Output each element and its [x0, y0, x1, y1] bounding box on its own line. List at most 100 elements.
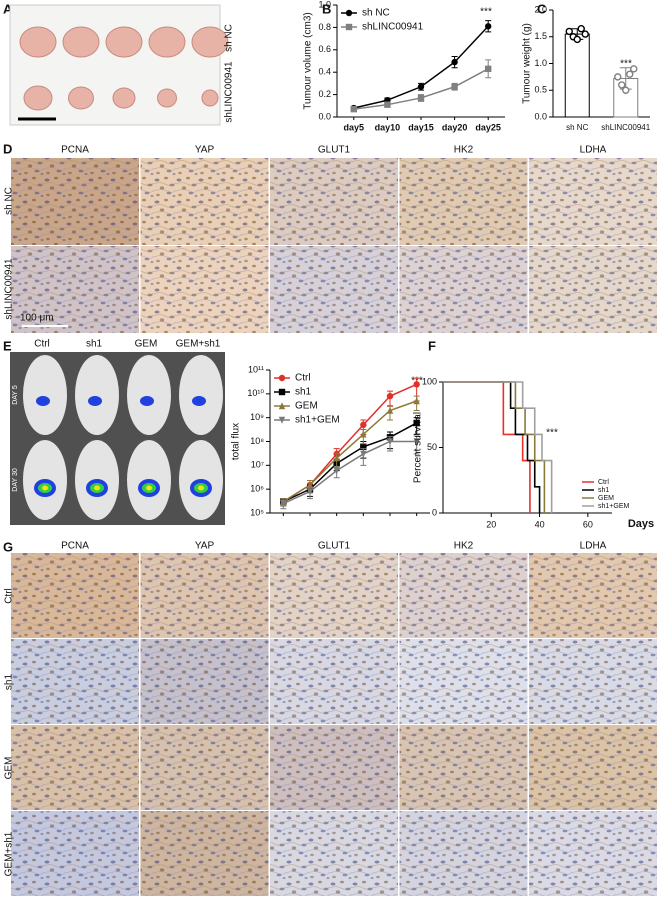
tumor: [19, 26, 57, 58]
micrograph-texture: [529, 639, 657, 724]
point: [280, 500, 287, 508]
survival-curve: [443, 381, 541, 513]
data-point: [565, 27, 573, 36]
signal: [42, 485, 48, 491]
signal: [146, 485, 152, 491]
y-tick-label: 10¹⁰: [247, 388, 264, 398]
micrograph-texture: [399, 725, 528, 810]
y-tick-label: 0.0: [534, 111, 547, 121]
point: [386, 438, 394, 446]
point: [360, 421, 367, 429]
y-tick-label: 10⁶: [250, 484, 264, 494]
legend-label: sh1: [598, 487, 609, 494]
point: [360, 450, 367, 458]
point: [485, 23, 492, 30]
x-tick-label: 20: [486, 519, 496, 529]
point: [451, 83, 458, 90]
y-tick-label: 10⁹: [250, 412, 264, 422]
point: [386, 392, 394, 400]
x-tick-label: day15: [408, 122, 434, 132]
micrograph-texture: [140, 158, 269, 245]
column-label: Ctrl: [34, 339, 50, 350]
annotation: ***: [620, 59, 632, 70]
tumor: [68, 86, 94, 110]
column-label: GEM: [135, 339, 158, 350]
survival-curve: [443, 381, 553, 513]
signal: [94, 485, 100, 491]
legend-marker: [278, 416, 286, 424]
data-point: [622, 86, 630, 94]
y-tick-label: 1.5: [534, 31, 547, 41]
y-tick-label: 10⁷: [251, 460, 264, 470]
micrograph-texture: [270, 553, 398, 638]
row-label: DAY 30: [12, 468, 19, 492]
panel-label: G: [3, 539, 13, 554]
point: [451, 58, 458, 66]
column-label: GEM+sh1: [176, 339, 221, 350]
point: [413, 381, 420, 388]
legend-label: sh1+GEM: [598, 503, 629, 510]
legend-marker: [278, 402, 286, 410]
tumor: [23, 85, 53, 111]
row-label: GEM+sh1: [4, 831, 15, 876]
data-point: [626, 70, 634, 78]
column-label: YAP: [195, 145, 215, 156]
mouse: [23, 355, 67, 435]
column-label: LDHA: [580, 541, 607, 552]
y-tick-label: 0: [432, 507, 437, 517]
y-tick-label: 50: [427, 442, 437, 452]
y-axis-label: Tumour weight (g): [522, 23, 533, 104]
point: [485, 65, 492, 73]
micrograph-texture: [270, 811, 398, 896]
row-label: shLINC00941: [4, 258, 15, 320]
data-point: [577, 25, 585, 33]
y-tick-label: 10⁸: [250, 436, 264, 446]
y-tick-label: 0.2: [318, 89, 331, 99]
point: [306, 488, 314, 496]
x-tick-label: sh NC: [566, 123, 588, 132]
tumor: [191, 26, 229, 58]
signal: [140, 396, 154, 406]
y-tick-label: 100: [422, 376, 437, 386]
legend-label: sh1+GEM: [295, 415, 340, 426]
x-axis-label: Days: [628, 518, 654, 530]
data-point: [614, 73, 622, 81]
panel-label: C: [537, 1, 547, 16]
panel-label: B: [322, 1, 331, 16]
column-label: sh1: [86, 339, 103, 350]
x-tick-label: 60: [583, 519, 593, 529]
point: [360, 430, 367, 438]
mouse: [127, 355, 171, 435]
line: [282, 400, 417, 503]
micrograph-texture: [270, 639, 398, 724]
column-label: PCNA: [61, 145, 89, 156]
micrograph-texture: [529, 553, 657, 638]
point: [333, 454, 340, 462]
point: [350, 105, 357, 113]
panel-label: E: [3, 338, 12, 353]
survival-curve: [443, 381, 546, 513]
micrograph-texture: [270, 158, 398, 245]
signal: [198, 485, 204, 491]
x-tick-label: day5: [344, 122, 365, 132]
micrograph-texture: [399, 246, 528, 333]
micrograph-texture: [11, 811, 139, 896]
panel-label: F: [428, 338, 436, 353]
micrograph-texture: [140, 725, 269, 810]
tumor: [148, 26, 186, 58]
column-label: LDHA: [580, 145, 607, 156]
point: [306, 481, 314, 489]
y-axis-label: Percent survival: [413, 412, 424, 483]
row-label: sh NC: [4, 187, 15, 215]
micrograph-texture: [140, 811, 269, 896]
column-label: PCNA: [61, 541, 89, 552]
micrograph-texture: [399, 639, 528, 724]
mouse: [179, 355, 223, 435]
y-tick-label: 10⁵: [250, 507, 264, 517]
survival-curve: [443, 381, 531, 513]
x-tick-label: shLINC00941: [601, 123, 650, 132]
signal: [36, 396, 50, 406]
micrograph-texture: [270, 725, 398, 810]
column-label: HK2: [454, 541, 474, 552]
row-label: sh NC: [224, 24, 235, 52]
